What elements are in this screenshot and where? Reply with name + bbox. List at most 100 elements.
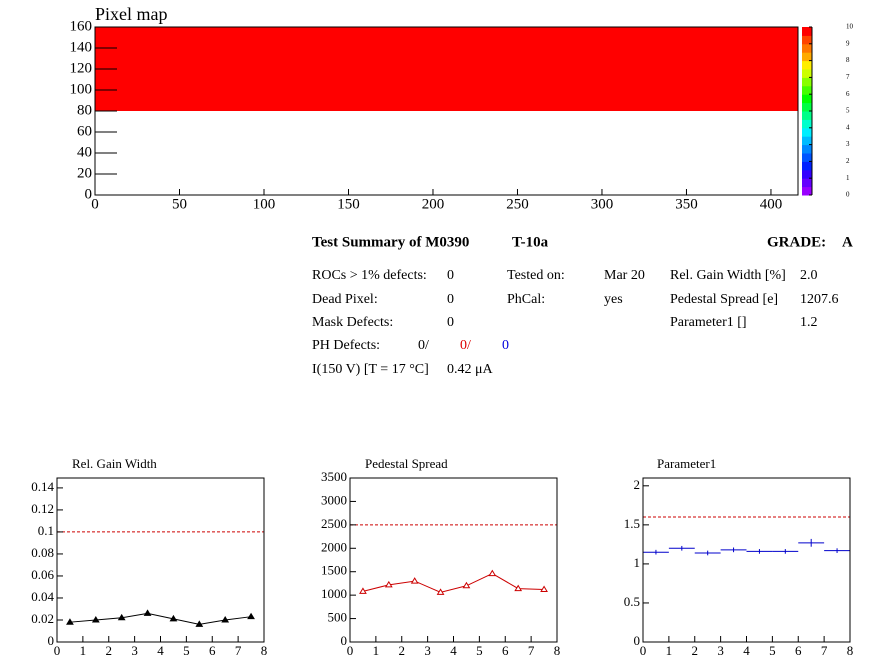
point-marker xyxy=(540,585,548,593)
value: 1207.6 xyxy=(800,292,839,307)
y-tick-label: 1000 xyxy=(321,586,347,601)
summary-title: Test Summary of M0390 xyxy=(312,234,469,250)
x-tick-label: 5 xyxy=(476,643,483,658)
x-tick-label: 0 xyxy=(640,643,647,658)
z-tick-label: 4 xyxy=(846,123,850,131)
y-tick-label: 1.5 xyxy=(624,516,640,531)
z-tick-label: 10 xyxy=(846,23,854,31)
y-tick-label: 1500 xyxy=(321,563,347,578)
chart-title: Rel. Gain Width xyxy=(72,456,157,471)
point-marker xyxy=(169,614,178,622)
colorbar-band xyxy=(802,94,812,104)
y-tick-label: 1 xyxy=(634,555,641,570)
x-tick-label: 3 xyxy=(717,643,724,658)
summary: Test Summary of M0390 T-10a GRADE: A ROC… xyxy=(312,234,853,377)
z-tick-label: 5 xyxy=(846,107,850,115)
x-tick-label: 400 xyxy=(760,196,783,212)
z-tick-label: 6 xyxy=(846,90,850,98)
point-marker xyxy=(410,577,419,584)
y-tick-label: 3000 xyxy=(321,492,347,507)
test-name: T-10a xyxy=(512,234,549,250)
x-tick-label: 100 xyxy=(253,196,276,212)
x-tick-label: 7 xyxy=(821,643,828,658)
y-tick-label: 500 xyxy=(328,610,348,625)
y-tick-label: 0.08 xyxy=(31,545,54,560)
series-line xyxy=(69,612,252,625)
y-tick-label: 2000 xyxy=(321,539,347,554)
x-tick-label: 0 xyxy=(91,196,99,212)
point-marker xyxy=(91,616,100,623)
x-tick-label: 2 xyxy=(692,643,699,658)
point-marker xyxy=(143,609,152,616)
z-tick-label: 7 xyxy=(846,73,850,81)
y-tick-label: 0 xyxy=(85,186,93,202)
plot-frame xyxy=(56,477,265,643)
colorbar-band xyxy=(802,85,812,95)
value: 0.42 μA xyxy=(447,362,494,377)
x-tick-label: 8 xyxy=(261,643,268,658)
x-tick-label: 150 xyxy=(337,196,360,212)
x-tick-label: 5 xyxy=(183,643,190,658)
chart-title: Parameter1 xyxy=(657,456,716,471)
y-tick-label: 0.14 xyxy=(31,479,54,494)
x-tick-label: 5 xyxy=(769,643,776,658)
colorbar-band xyxy=(802,186,812,196)
label: Dead Pixel: xyxy=(312,292,378,307)
x-tick-label: 4 xyxy=(743,643,750,658)
grade-label: GRADE: xyxy=(767,234,826,250)
colorbar-band xyxy=(802,60,812,70)
colorbar-band xyxy=(802,35,812,45)
point-marker xyxy=(488,569,497,577)
label: ROCs > 1% defects: xyxy=(312,268,427,283)
y-tick-label: 0 xyxy=(48,633,55,648)
value: Mar 20 xyxy=(604,268,645,283)
plot-frame xyxy=(642,477,851,643)
y-tick-label: 0.02 xyxy=(31,611,54,626)
x-tick-label: 1 xyxy=(373,643,380,658)
y-tick-label: 100 xyxy=(70,81,93,97)
point-marker xyxy=(247,612,255,620)
y-tick-label: 120 xyxy=(70,60,93,76)
x-tick-label: 1 xyxy=(80,643,87,658)
colorbar-band xyxy=(802,119,812,129)
point-marker xyxy=(462,581,471,589)
y-tick-label: 80 xyxy=(77,102,92,118)
x-tick-label: 250 xyxy=(506,196,529,212)
y-tick-label: 0.12 xyxy=(31,501,54,516)
value: 0/ xyxy=(418,338,429,353)
x-tick-label: 8 xyxy=(847,643,854,658)
value: yes xyxy=(604,292,623,307)
y-tick-label: 2500 xyxy=(321,516,347,531)
y-tick-label: 0.06 xyxy=(31,567,54,582)
z-tick-label: 9 xyxy=(846,39,850,47)
colorbar-band xyxy=(802,153,812,162)
value: 0/ xyxy=(460,338,471,353)
y-tick-label: 60 xyxy=(77,123,92,139)
x-tick-label: 50 xyxy=(172,196,187,212)
colorbar-band xyxy=(802,27,812,36)
x-tick-label: 6 xyxy=(209,643,216,658)
x-tick-label: 2 xyxy=(399,643,406,658)
point-marker xyxy=(359,587,367,594)
value: 1.2 xyxy=(800,315,818,330)
y-tick-label: 140 xyxy=(70,39,93,55)
z-tick-label: 0 xyxy=(846,191,850,199)
label: Mask Defects: xyxy=(312,315,393,330)
colorbar-band xyxy=(802,161,812,171)
colorbar-band xyxy=(802,102,812,112)
x-tick-label: 3 xyxy=(131,643,138,658)
x-tick-label: 4 xyxy=(157,643,164,658)
colorbar-band xyxy=(802,77,812,87)
point-marker xyxy=(195,620,204,627)
z-tick-label: 2 xyxy=(846,157,850,165)
chart-title: Pedestal Spread xyxy=(365,456,448,471)
label: Tested on: xyxy=(507,268,565,283)
point-marker xyxy=(384,580,393,588)
label: Rel. Gain Width [%] xyxy=(670,268,786,283)
y-tick-label: 2 xyxy=(634,477,641,492)
heatmap-cell xyxy=(95,27,798,111)
x-tick-label: 350 xyxy=(675,196,698,212)
colorbar-band xyxy=(802,111,812,120)
y-tick-label: 0 xyxy=(634,633,641,648)
